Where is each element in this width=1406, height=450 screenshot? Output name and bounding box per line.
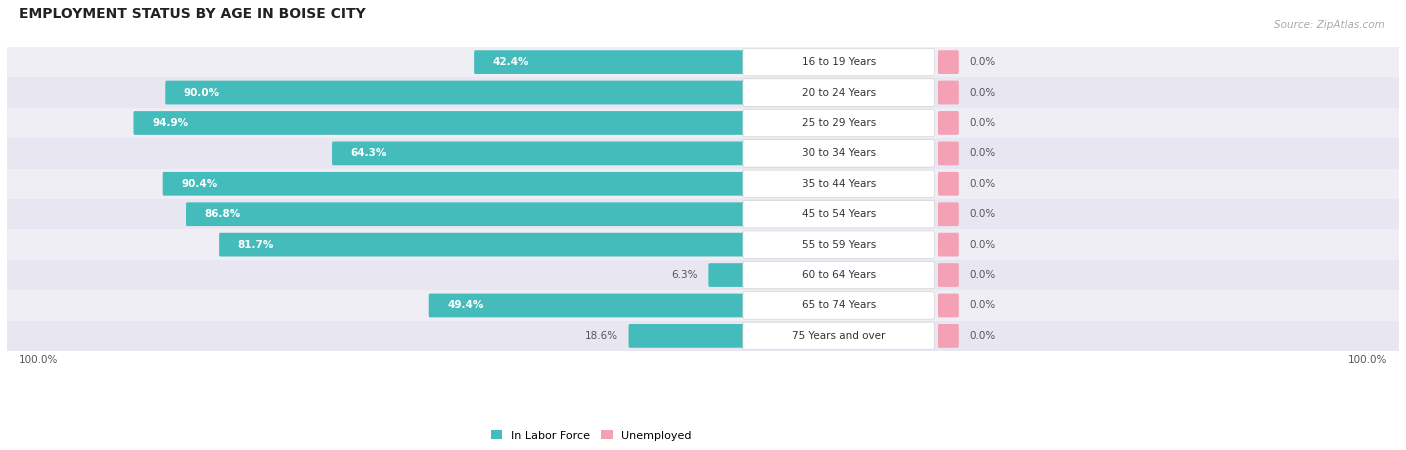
FancyBboxPatch shape (938, 293, 959, 317)
FancyBboxPatch shape (163, 172, 751, 196)
Text: 90.0%: 90.0% (184, 88, 219, 98)
Bar (7, 108, 1399, 138)
Text: 0.0%: 0.0% (970, 209, 995, 219)
FancyBboxPatch shape (474, 50, 751, 74)
Text: 0.0%: 0.0% (970, 88, 995, 98)
FancyBboxPatch shape (742, 49, 935, 76)
FancyBboxPatch shape (938, 111, 959, 135)
Text: 94.9%: 94.9% (152, 118, 188, 128)
Text: 55 to 59 Years: 55 to 59 Years (801, 240, 876, 250)
Text: Source: ZipAtlas.com: Source: ZipAtlas.com (1274, 20, 1385, 30)
Text: 18.6%: 18.6% (585, 331, 617, 341)
FancyBboxPatch shape (742, 261, 935, 289)
FancyBboxPatch shape (742, 140, 935, 167)
FancyBboxPatch shape (709, 263, 751, 287)
Text: 35 to 44 Years: 35 to 44 Years (801, 179, 876, 189)
FancyBboxPatch shape (742, 322, 935, 350)
Text: 0.0%: 0.0% (970, 57, 995, 67)
Bar (7, 77, 1399, 108)
Bar (7, 290, 1399, 321)
FancyBboxPatch shape (742, 170, 935, 198)
FancyBboxPatch shape (938, 141, 959, 165)
Text: 0.0%: 0.0% (970, 270, 995, 280)
Text: 0.0%: 0.0% (970, 331, 995, 341)
FancyBboxPatch shape (219, 233, 751, 256)
Text: 65 to 74 Years: 65 to 74 Years (801, 301, 876, 310)
FancyBboxPatch shape (938, 172, 959, 196)
Text: 30 to 34 Years: 30 to 34 Years (801, 148, 876, 158)
Text: 100.0%: 100.0% (1348, 355, 1388, 365)
Legend: In Labor Force, Unemployed: In Labor Force, Unemployed (486, 426, 696, 445)
Text: 60 to 64 Years: 60 to 64 Years (801, 270, 876, 280)
Text: EMPLOYMENT STATUS BY AGE IN BOISE CITY: EMPLOYMENT STATUS BY AGE IN BOISE CITY (18, 7, 366, 21)
Text: 86.8%: 86.8% (205, 209, 240, 219)
Bar (7, 199, 1399, 230)
FancyBboxPatch shape (742, 231, 935, 258)
Text: 100.0%: 100.0% (18, 355, 58, 365)
Bar (7, 260, 1399, 290)
Text: 0.0%: 0.0% (970, 148, 995, 158)
Bar (7, 138, 1399, 169)
FancyBboxPatch shape (938, 263, 959, 287)
FancyBboxPatch shape (429, 293, 751, 317)
FancyBboxPatch shape (186, 202, 751, 226)
Bar (7, 47, 1399, 77)
Text: 64.3%: 64.3% (350, 148, 387, 158)
Text: 6.3%: 6.3% (671, 270, 697, 280)
Bar (7, 169, 1399, 199)
Text: 0.0%: 0.0% (970, 301, 995, 310)
FancyBboxPatch shape (938, 50, 959, 74)
Bar (7, 321, 1399, 351)
Text: 90.4%: 90.4% (181, 179, 218, 189)
Text: 42.4%: 42.4% (492, 57, 529, 67)
FancyBboxPatch shape (166, 81, 751, 104)
Text: 25 to 29 Years: 25 to 29 Years (801, 118, 876, 128)
Text: 81.7%: 81.7% (238, 240, 274, 250)
FancyBboxPatch shape (938, 233, 959, 256)
FancyBboxPatch shape (938, 81, 959, 104)
FancyBboxPatch shape (742, 79, 935, 106)
FancyBboxPatch shape (938, 324, 959, 348)
Text: 0.0%: 0.0% (970, 118, 995, 128)
FancyBboxPatch shape (134, 111, 751, 135)
FancyBboxPatch shape (742, 292, 935, 319)
Text: 75 Years and over: 75 Years and over (792, 331, 886, 341)
Text: 49.4%: 49.4% (447, 301, 484, 310)
Text: 16 to 19 Years: 16 to 19 Years (801, 57, 876, 67)
Text: 0.0%: 0.0% (970, 179, 995, 189)
FancyBboxPatch shape (938, 202, 959, 226)
FancyBboxPatch shape (332, 141, 751, 165)
FancyBboxPatch shape (742, 201, 935, 228)
Text: 45 to 54 Years: 45 to 54 Years (801, 209, 876, 219)
FancyBboxPatch shape (742, 109, 935, 137)
Text: 0.0%: 0.0% (970, 240, 995, 250)
Text: 20 to 24 Years: 20 to 24 Years (801, 88, 876, 98)
Bar (7, 230, 1399, 260)
FancyBboxPatch shape (628, 324, 751, 348)
